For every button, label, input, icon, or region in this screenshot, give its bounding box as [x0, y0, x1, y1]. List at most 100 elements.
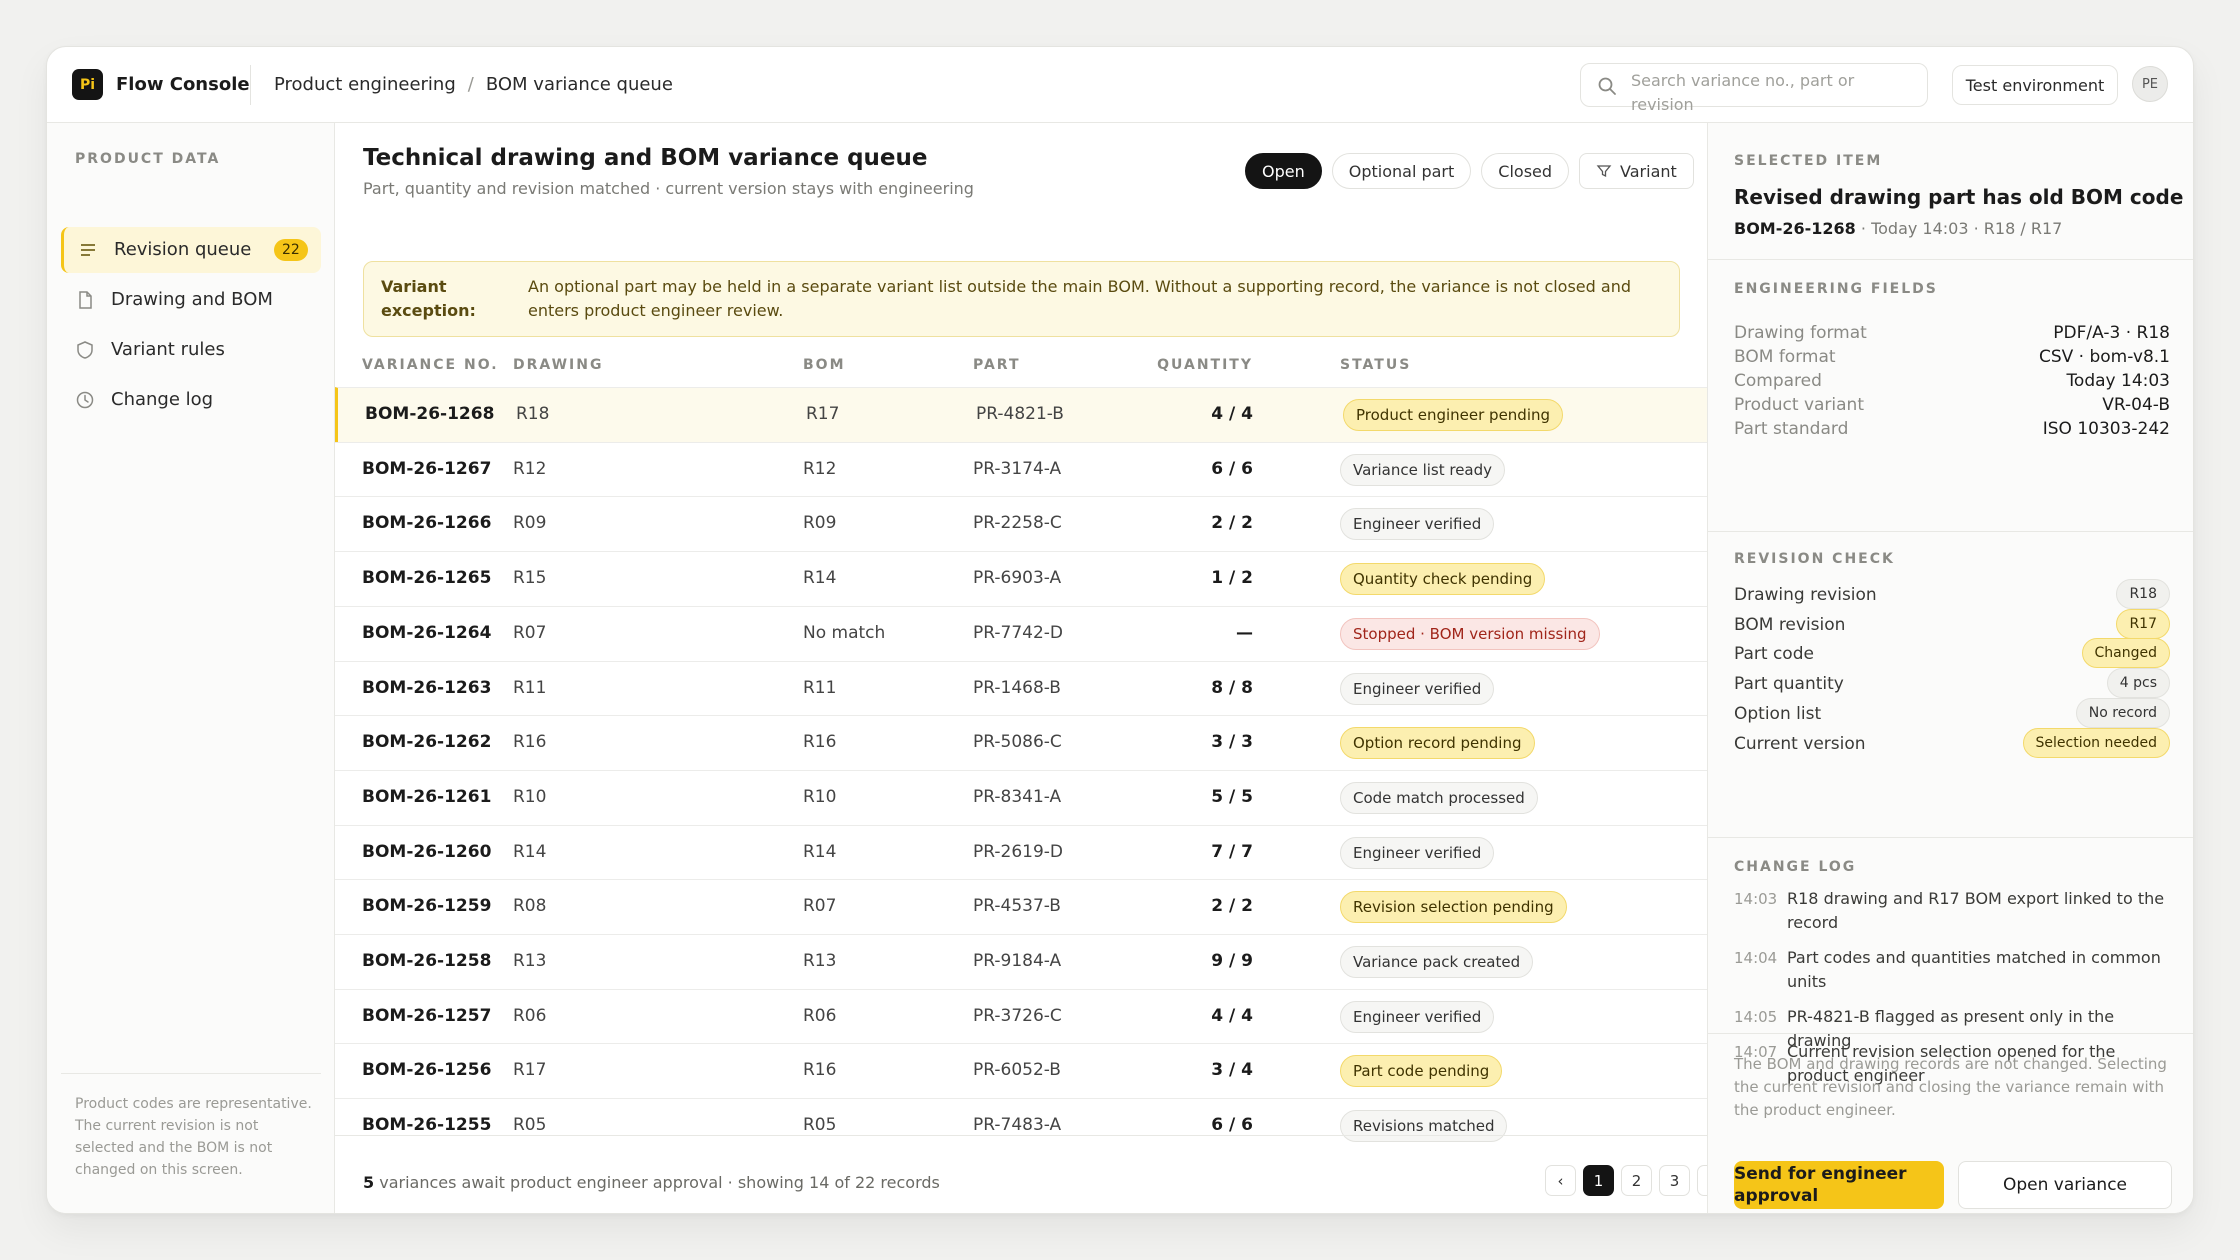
app-logo[interactable]: Pi: [72, 69, 103, 100]
variance-no-cell: BOM-26-1257: [362, 1005, 492, 1026]
revision-check-row: Drawing revision R18: [1734, 579, 2170, 611]
status-badge: Variance list ready: [1340, 453, 1506, 486]
quantity-cell: 9 / 9: [1211, 951, 1253, 971]
check-label: Drawing revision: [1734, 585, 1877, 605]
drawing-cell: R12: [513, 458, 547, 479]
sidebar-item-drawing-and-bom[interactable]: Drawing and BOM: [61, 277, 321, 323]
table-row[interactable]: BOM-26-1257 R06 R06 PR-3726-C 4 / 4 Engineer …: [335, 988, 1707, 1044]
table-row[interactable]: BOM-26-1255 R05 R05 PR-7483-A 6 / 6 Revisions…: [335, 1098, 1707, 1153]
status-badge: Revisions matched: [1340, 1110, 1508, 1143]
filter-closed[interactable]: Closed: [1481, 153, 1570, 189]
check-pill: 4 pcs: [2106, 668, 2170, 699]
avatar[interactable]: PE: [2132, 66, 2168, 102]
check-label: BOM revision: [1734, 614, 1846, 635]
table-row[interactable]: BOM-26-1260 R14 R14 PR-2619-D 7 / 7 Engineer …: [335, 824, 1707, 880]
revision-check-row: Part code Changed: [1734, 638, 2170, 670]
sidebar-item-revision-queue[interactable]: Revision queue 22: [61, 227, 321, 273]
check-value: R18: [2116, 579, 2170, 609]
table-row[interactable]: BOM-26-1256 R17 R16 PR-6052-B 3 / 4 Part code…: [335, 1043, 1707, 1098]
status-cell: Engineer verified: [1340, 672, 1495, 705]
sidebar-item-variant-rules[interactable]: Variant rules: [61, 327, 321, 373]
main-panel: Technical drawing and BOM variance queue…: [335, 123, 1728, 1213]
table-row[interactable]: BOM-26-1263 R11 R11 PR-1468-B 8 / 8 Engineer …: [335, 660, 1707, 716]
bom-cell: No match: [803, 622, 886, 643]
check-value: R17: [2116, 608, 2170, 639]
filter-optional-part[interactable]: Optional part: [1331, 153, 1472, 189]
bom-cell: R07: [803, 896, 837, 917]
pending-count: 5: [363, 1173, 375, 1192]
log-entry: 14:03 R18 drawing and R17 BOM export link…: [1734, 887, 2174, 932]
table-row[interactable]: BOM-26-1266 R09 R09 PR-2258-C 2 / 2 Engineer …: [335, 496, 1707, 551]
engineering-field: Drawing format PDF/A-3 · R18: [1734, 323, 2170, 347]
part-cell: PR-9184-A: [973, 951, 1062, 971]
revision-check-row: Part quantity 4 pcs: [1734, 668, 2170, 700]
part-cell: PR-3726-C: [973, 1005, 1062, 1026]
table-row[interactable]: BOM-26-1258 R13 R13 PR-9184-A 9 / 9 Variance …: [335, 934, 1707, 989]
sidebar-item-change-log[interactable]: Change log: [61, 377, 321, 423]
breadcrumb-product-engineering[interactable]: Product engineering: [274, 74, 456, 95]
check-label: Part quantity: [1734, 674, 1844, 695]
variance-no-cell: BOM-26-1268: [365, 404, 495, 424]
column-header-drawing[interactable]: DRAWING: [513, 357, 604, 373]
quantity-cell: 4 / 4: [1211, 404, 1253, 424]
column-header-quantity[interactable]: QUANTITY: [1157, 357, 1253, 373]
table-row[interactable]: BOM-26-1261 R10 R10 PR-8341-A 5 / 5 Code matc…: [335, 769, 1707, 825]
variance-no-cell: BOM-26-1255: [362, 1115, 492, 1136]
app-name[interactable]: Flow Console: [116, 74, 250, 95]
engineering-field: BOM format CSV · bom-v8.1: [1734, 347, 2170, 371]
drawing-cell: R17: [513, 1060, 547, 1081]
divider: [61, 1073, 321, 1074]
check-value: Selection needed: [2022, 727, 2170, 758]
field-value: PDF/A-3 · R18: [2053, 323, 2170, 343]
page-3-button[interactable]: 3: [1659, 1165, 1690, 1196]
search-placeholder: Search variance no., part or revision: [1631, 71, 1855, 114]
prev-page-button[interactable]: ‹: [1545, 1165, 1576, 1196]
field-label: Compared: [1734, 371, 1822, 391]
page-2-button[interactable]: 2: [1621, 1165, 1652, 1196]
field-label: BOM format: [1734, 347, 1836, 367]
part-cell: PR-5086-C: [973, 732, 1062, 753]
log-message: Current revision selection opened for th…: [1787, 1042, 2116, 1085]
filter-variant[interactable]: Variant: [1579, 153, 1694, 189]
sidebar-item-label: Change log: [111, 389, 214, 410]
table-row[interactable]: BOM-26-1259 R08 R07 PR-4537-B 2 / 2 Revision …: [335, 879, 1707, 934]
drawing-cell: R08: [513, 896, 547, 917]
quantity-cell: 2 / 2: [1211, 896, 1253, 917]
part-cell: PR-7742-D: [973, 622, 1063, 643]
count-badge: 22: [274, 239, 308, 261]
filter-open[interactable]: Open: [1245, 153, 1322, 189]
footer-text: variances await product engineer approva…: [374, 1173, 940, 1192]
page-1-button[interactable]: 1: [1583, 1165, 1614, 1196]
selected-item-id: BOM-26-1268: [1734, 219, 1856, 238]
column-header-status[interactable]: STATUS: [1340, 357, 1412, 373]
engineering-field: Compared Today 14:03: [1734, 371, 2170, 395]
log-time: 14:03: [1734, 890, 1778, 908]
field-label: Product variant: [1734, 395, 1864, 415]
table-row[interactable]: BOM-26-1265 R15 R14 PR-6903-A 1 / 2 Quantity …: [335, 551, 1707, 606]
sidebar-item-label: Variant rules: [111, 339, 225, 360]
engineering-fields-section-title: ENGINEERING FIELDS: [1734, 281, 1938, 297]
bom-cell: R11: [803, 677, 837, 698]
part-cell: PR-7483-A: [973, 1115, 1062, 1136]
check-value: Changed: [2081, 638, 2170, 669]
quantity-cell: —: [1236, 622, 1253, 643]
table-row[interactable]: BOM-26-1268 R18 R17 PR-4821-B 4 / 4 Product e…: [335, 387, 1707, 442]
status-cell: Part code pending: [1340, 1055, 1503, 1088]
search-input[interactable]: Search variance no., part or revision: [1580, 63, 1928, 114]
table-row[interactable]: BOM-26-1262 R16 R16 PR-5086-C 3 / 3 Option re…: [335, 715, 1707, 770]
table-row[interactable]: BOM-26-1267 R12 R12 PR-3174-A 6 / 6 Variance …: [335, 441, 1707, 497]
column-header-bom[interactable]: BOM: [803, 357, 846, 373]
check-pill: R17: [2116, 608, 2170, 639]
table-row[interactable]: BOM-26-1264 R07 No match PR-7742-D — Stopped …: [335, 605, 1707, 661]
bom-cell: R06: [803, 1005, 837, 1026]
environment-button[interactable]: Test environment: [1952, 65, 2118, 105]
status-cell: Code match processed: [1340, 781, 1538, 814]
column-header-variance-no[interactable]: VARIANCE NO.: [362, 357, 499, 373]
column-header-part[interactable]: PART: [973, 357, 1021, 373]
open-variance-button[interactable]: Open variance: [1958, 1161, 2172, 1209]
quantity-cell: 6 / 6: [1211, 1115, 1253, 1136]
send-for-approval-button[interactable]: Send for engineer approval: [1734, 1161, 1944, 1209]
status-cell: Quantity check pending: [1340, 563, 1546, 596]
status-badge: Engineer verified: [1340, 508, 1495, 541]
bom-cell: R16: [803, 1060, 837, 1081]
